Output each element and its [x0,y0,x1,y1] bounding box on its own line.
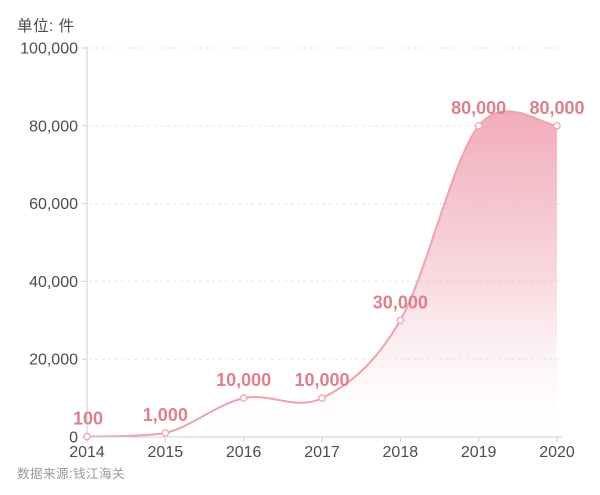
y-axis-label: 80,000 [29,118,78,135]
data-source-label: 数据来源:钱江海关 [17,467,125,481]
series-area-fill [87,111,557,438]
x-axis-label: 2019 [461,444,497,461]
data-point-dot [474,122,483,130]
data-point-label: 80,000 [451,98,506,118]
x-axis-label: 2015 [148,444,184,461]
y-axis-label: 40,000 [29,274,78,291]
x-axis-label: 2014 [69,444,105,461]
y-axis-label: 20,000 [29,352,78,369]
x-axis-label: 2017 [304,444,340,461]
data-point-label: 10,000 [216,370,271,390]
x-axis-label: 2016 [226,444,262,461]
data-point-label: 80,000 [529,98,584,118]
data-point-dot [318,394,326,402]
data-point-dot [396,316,405,325]
x-axis-label: 2018 [383,444,419,461]
data-point-dot [239,394,248,402]
data-point-dot [161,429,170,437]
data-point-label: 100 [73,409,103,429]
data-point-label: 30,000 [373,292,428,312]
y-axis-label: 60,000 [29,196,78,213]
data-point-label: 1,000 [143,405,188,425]
data-point-dot [553,122,561,130]
data-point-dot [83,432,91,441]
y-axis-label: 0 [69,430,78,447]
data-point-label: 10,000 [294,370,349,390]
y-axis-label: 100,000 [20,41,78,58]
unit-label: 单位: 件 [17,18,75,35]
x-axis-label: 2020 [539,444,575,461]
